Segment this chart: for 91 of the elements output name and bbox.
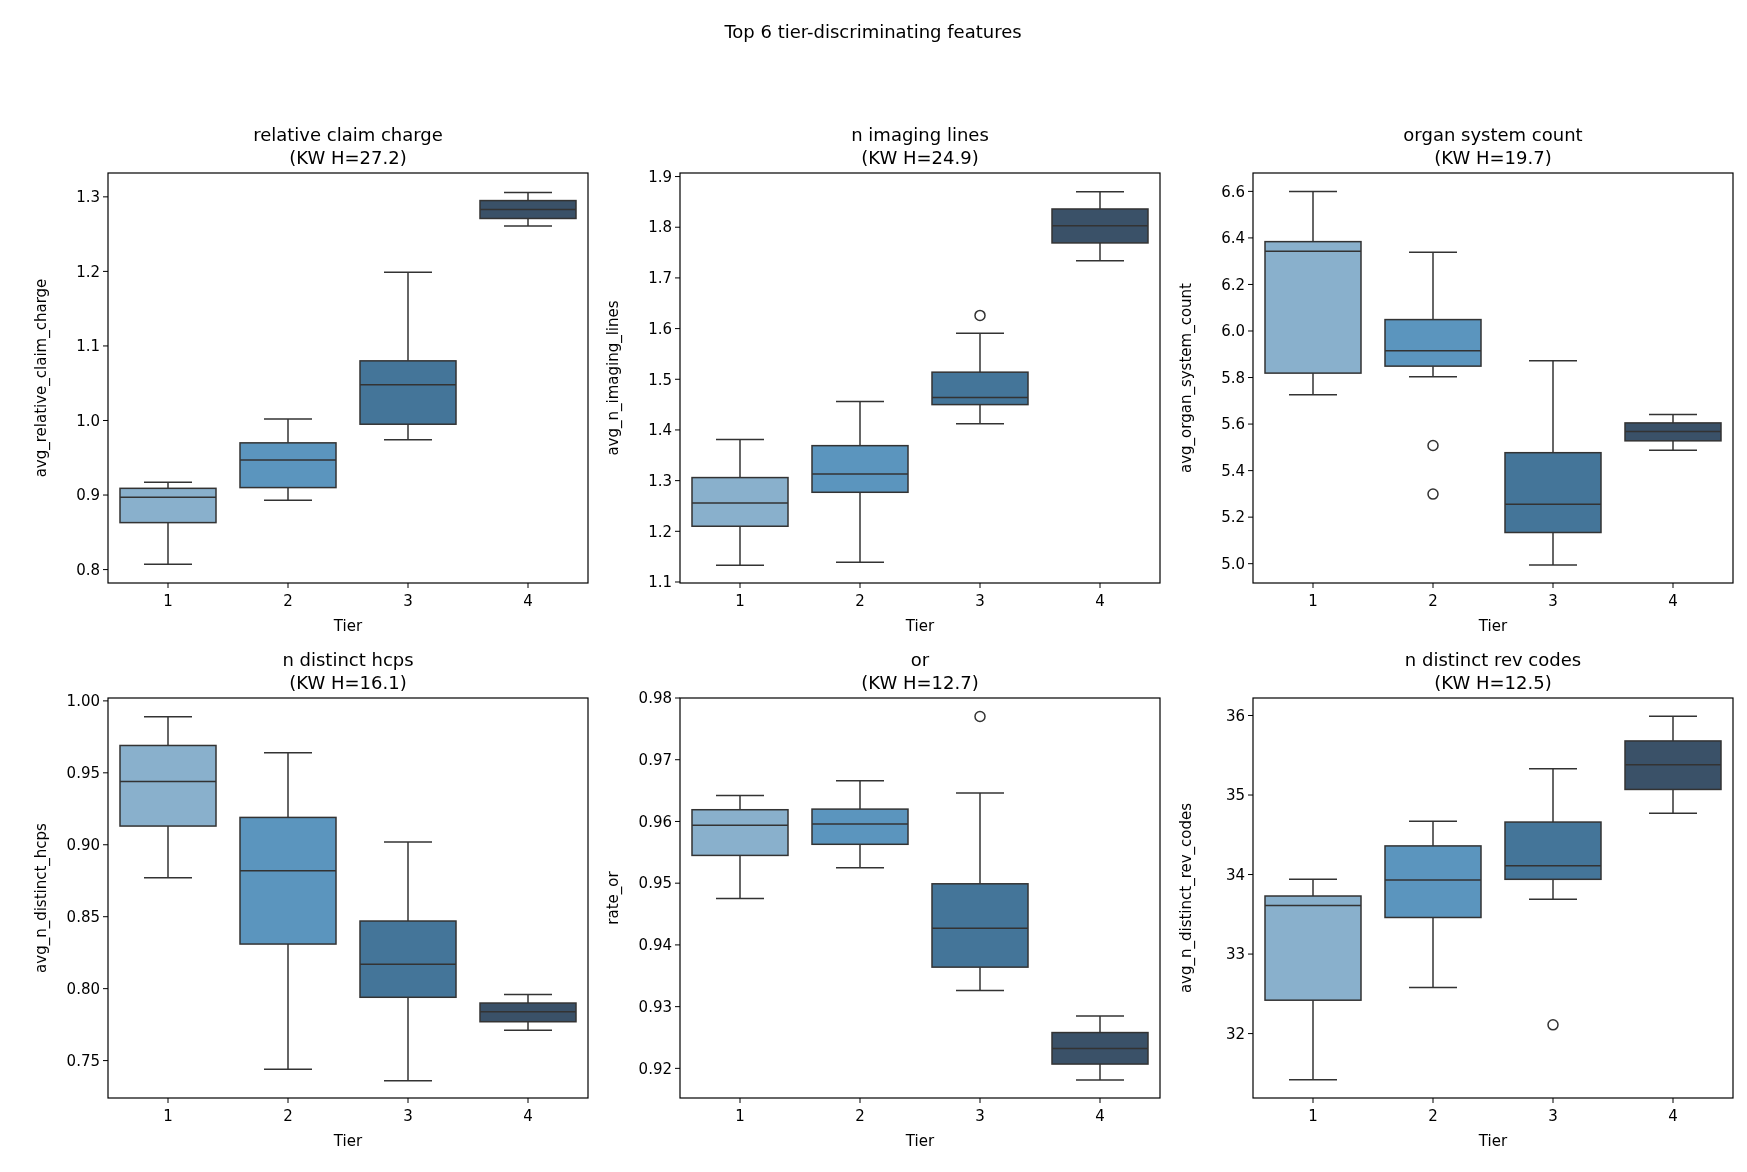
x-tick-label: 3 [1548,1107,1558,1125]
y-tick-label: 0.92 [638,1059,672,1078]
y-tick-label: 1.3 [76,188,100,207]
x-tick-label: 2 [855,592,865,610]
chart-subtitle: (KW H=12.5) [1434,672,1552,693]
chart-subtitle: (KW H=12.7) [861,672,979,693]
x-tick-label: 3 [403,592,413,610]
x-axis-title: Tier [904,1132,935,1150]
y-tick-label: 1.1 [76,337,100,356]
y-tick-label: 1.5 [648,370,672,389]
y-tick-label: 32 [1225,1024,1245,1043]
y-tick-label: 6.2 [1221,275,1245,294]
y-tick-label: 0.85 [66,907,100,926]
x-tick-label: 4 [523,1107,533,1125]
x-axis-title: Tier [904,617,935,635]
y-tick-label: 1.8 [648,218,672,237]
y-tick-label: 0.95 [638,874,672,893]
x-tick-label: 2 [283,592,293,610]
x-tick-label: 4 [523,592,533,610]
x-tick-label: 1 [163,592,173,610]
y-tick-label: 0.94 [638,936,672,955]
y-tick-label: 0.96 [638,812,672,831]
y-tick-label: 33 [1225,945,1245,964]
x-tick-label: 2 [855,1107,865,1125]
x-tick-label: 2 [1428,592,1438,610]
y-axis-title: avg_relative_claim_charge [32,278,51,478]
x-tick-label: 4 [1668,1107,1678,1125]
x-tick-label: 3 [1548,592,1558,610]
x-tick-label: 1 [735,1107,745,1125]
y-tick-label: 5.2 [1221,508,1245,527]
y-tick-label: 1.6 [648,319,672,338]
y-tick-label: 34 [1225,865,1245,884]
y-tick-label: 1.2 [76,262,100,281]
y-tick-label: 1.4 [648,421,672,440]
x-axis-title: Tier [1477,617,1508,635]
y-tick-label: 1.7 [648,269,672,288]
x-tick-label: 1 [163,1107,173,1125]
y-tick-label: 6.6 [1221,182,1245,201]
x-tick-label: 2 [1428,1107,1438,1125]
x-tick-label: 4 [1095,592,1105,610]
y-tick-label: 0.98 [638,689,672,708]
y-tick-label: 0.90 [66,836,100,855]
y-tick-label: 1.1 [648,573,672,592]
chart-subtitle: (KW H=27.2) [289,147,407,168]
x-tick-label: 2 [283,1107,293,1125]
chart-title: relative claim charge [253,124,443,145]
x-axis-title: Tier [1477,1132,1508,1150]
chart-subtitle: (KW H=19.7) [1434,147,1552,168]
y-tick-label: 0.97 [638,750,672,769]
chart-title: n distinct rev codes [1404,649,1582,670]
y-axis-title: avg_n_distinct_rev_codes [1177,802,1196,994]
y-tick-label: 0.80 [66,979,100,998]
x-tick-label: 1 [1308,1107,1318,1125]
y-tick-label: 0.9 [76,486,100,505]
y-tick-label: 1.0 [76,411,100,430]
y-tick-label: 0.75 [66,1051,100,1070]
y-tick-label: 35 [1225,786,1245,805]
x-tick-label: 1 [1308,592,1318,610]
chart-subtitle: (KW H=24.9) [861,147,979,168]
y-tick-label: 36 [1225,706,1245,725]
x-tick-label: 4 [1668,592,1678,610]
y-axis-title: avg_n_imaging_lines [604,300,623,456]
y-tick-label: 5.4 [1221,461,1245,480]
y-tick-label: 5.0 [1221,554,1245,573]
x-tick-label: 3 [403,1107,413,1125]
y-tick-label: 0.93 [638,997,672,1016]
chart-title: organ system count [1403,124,1583,145]
chart-subtitle: (KW H=16.1) [289,672,407,693]
x-axis-title: Tier [332,617,363,635]
y-tick-label: 1.00 [66,692,100,711]
y-tick-label: 6.0 [1221,322,1245,341]
x-tick-label: 3 [975,592,985,610]
y-tick-label: 5.8 [1221,368,1245,387]
y-tick-label: 1.2 [648,522,672,541]
y-axis-title: avg_organ_system_count [1177,282,1196,473]
text: Top 6 tier-discriminating features [723,21,1022,42]
y-tick-label: 0.95 [66,764,100,783]
y-tick-label: 6.4 [1221,229,1245,248]
y-axis-title: rate_or [604,870,623,925]
y-tick-label: 5.6 [1221,415,1245,434]
y-tick-label: 1.3 [648,471,672,490]
x-tick-label: 3 [975,1107,985,1125]
x-axis-title: Tier [332,1132,363,1150]
x-tick-label: 4 [1095,1107,1105,1125]
x-tick-label: 1 [735,592,745,610]
y-tick-label: 0.8 [76,560,100,579]
y-axis-title: avg_n_distinct_hcps [32,822,51,973]
chart-title: n distinct hcps [282,649,414,670]
chart-title: n imaging lines [851,124,989,145]
y-tick-label: 1.9 [648,167,672,186]
chart-title: or [910,649,930,670]
